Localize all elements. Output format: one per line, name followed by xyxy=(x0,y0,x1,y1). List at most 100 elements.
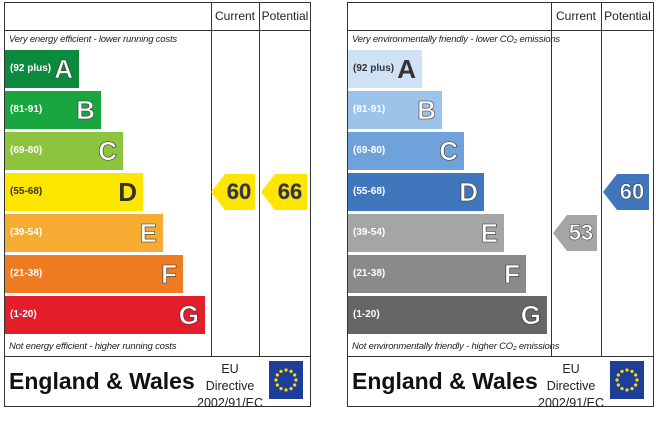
band-range: (81-91) xyxy=(353,104,386,115)
star-icon xyxy=(635,378,639,382)
footer-title: England & Wales xyxy=(9,368,195,394)
band-range: (92 plus) xyxy=(353,63,395,74)
star-icon xyxy=(293,383,297,387)
divider xyxy=(211,3,212,356)
directive-line-2: 2002/91/EC xyxy=(538,396,605,410)
star-icon xyxy=(275,373,279,377)
current-header: Current xyxy=(555,9,596,23)
potential-header: Potential xyxy=(604,9,651,23)
band-f: (21-38) F xyxy=(348,255,526,293)
eu-flag-icon xyxy=(610,361,644,399)
star-icon xyxy=(625,368,629,372)
star-icon xyxy=(634,373,638,377)
band-letter: B xyxy=(417,95,436,126)
band-b: (81-91) B xyxy=(348,91,442,129)
band-range: (21-38) xyxy=(10,268,43,279)
arrow-polygon xyxy=(211,174,255,210)
environmental-impact-chart: Current Potential Very environmentally f… xyxy=(347,2,654,410)
flag-stars xyxy=(615,368,639,392)
band-range: (1-20) xyxy=(353,309,380,320)
divider xyxy=(551,3,552,356)
footer-title: England & Wales xyxy=(352,368,538,394)
band-range: (55-68) xyxy=(353,186,386,197)
band-range: (39-54) xyxy=(10,227,43,238)
star-icon xyxy=(293,373,297,377)
star-icon xyxy=(279,369,283,373)
band-range: (1-20) xyxy=(10,309,37,320)
band-range: (55-68) xyxy=(10,186,43,197)
band-e: (39-54) E xyxy=(5,214,163,252)
star-icon xyxy=(274,378,278,382)
arrow-polygon xyxy=(261,174,307,210)
current-rating-value: 53 xyxy=(568,220,594,246)
eu-directive: EU Directive 2002/91/EC xyxy=(538,361,604,412)
band-range: (69-80) xyxy=(353,145,386,156)
star-icon xyxy=(616,373,620,377)
star-icon xyxy=(620,387,624,391)
directive-line-1: EU Directive xyxy=(205,362,255,393)
current-rating-arrow: 60 xyxy=(211,174,255,210)
star-icon xyxy=(634,383,638,387)
band-letter: E xyxy=(480,218,498,249)
band-letter: C xyxy=(98,136,117,167)
star-icon xyxy=(616,383,620,387)
bottom-caption: Not environmentally friendly - higher CO… xyxy=(352,341,560,352)
band-letter: C xyxy=(439,136,458,167)
band-letter: G xyxy=(520,300,541,331)
arrow-shape xyxy=(603,174,649,210)
band-letter: G xyxy=(178,300,199,331)
potential-rating-value: 66 xyxy=(277,179,303,205)
divider xyxy=(259,3,260,356)
band-letter: D xyxy=(459,177,478,208)
arrow-shape xyxy=(261,174,307,210)
potential-rating-value: 60 xyxy=(619,179,645,205)
band-a: (92 plus) A xyxy=(348,50,422,88)
band-range: (92 plus) xyxy=(10,63,52,74)
star-icon xyxy=(289,387,293,391)
band-range: (81-91) xyxy=(10,104,43,115)
band-d: (55-68) D xyxy=(5,173,143,211)
divider xyxy=(5,356,310,357)
star-icon xyxy=(625,388,629,392)
star-icon xyxy=(630,369,634,373)
top-caption: Very environmentally friendly - lower CO… xyxy=(352,34,560,45)
potential-rating-arrow: 60 xyxy=(603,174,649,210)
arrow-shape xyxy=(211,174,255,210)
band-letter: E xyxy=(139,218,157,249)
band-e: (39-54) E xyxy=(348,214,504,252)
band-d: (55-68) D xyxy=(348,173,484,211)
band-b: (81-91) B xyxy=(5,91,101,129)
band-letter: A xyxy=(54,54,73,85)
band-range: (39-54) xyxy=(353,227,386,238)
band-range: (69-80) xyxy=(10,145,43,156)
eu-flag-icon xyxy=(269,361,303,399)
divider xyxy=(348,356,653,357)
directive-line-2: 2002/91/EC xyxy=(197,396,264,410)
potential-rating-arrow: 66 xyxy=(261,174,307,210)
star-icon xyxy=(294,378,298,382)
band-c: (69-80) C xyxy=(5,132,123,170)
band-letter: F xyxy=(504,259,520,290)
star-icon xyxy=(620,369,624,373)
band-letter: A xyxy=(397,54,416,84)
band-letter: F xyxy=(161,259,177,290)
flag-stars xyxy=(274,368,298,392)
potential-header: Potential xyxy=(261,9,309,23)
bottom-caption: Not energy efficient - higher running co… xyxy=(9,341,177,352)
eu-directive: EU Directive 2002/91/EC xyxy=(197,361,263,412)
star-icon xyxy=(630,387,634,391)
divider xyxy=(601,3,602,356)
star-icon xyxy=(615,378,619,382)
star-icon xyxy=(279,387,283,391)
band-letter: B xyxy=(76,95,95,126)
divider xyxy=(348,30,653,31)
arrow-polygon xyxy=(553,215,597,251)
top-caption: Very energy efficient - lower running co… xyxy=(9,34,177,45)
arrow-polygon xyxy=(603,174,649,210)
energy-efficiency-chart: Current Potential Very energy efficient … xyxy=(4,2,311,410)
divider xyxy=(5,30,310,31)
band-letter: D xyxy=(118,177,137,207)
star-icon xyxy=(275,383,279,387)
star-icon xyxy=(289,369,293,373)
band-a: (92 plus) A xyxy=(5,50,79,88)
